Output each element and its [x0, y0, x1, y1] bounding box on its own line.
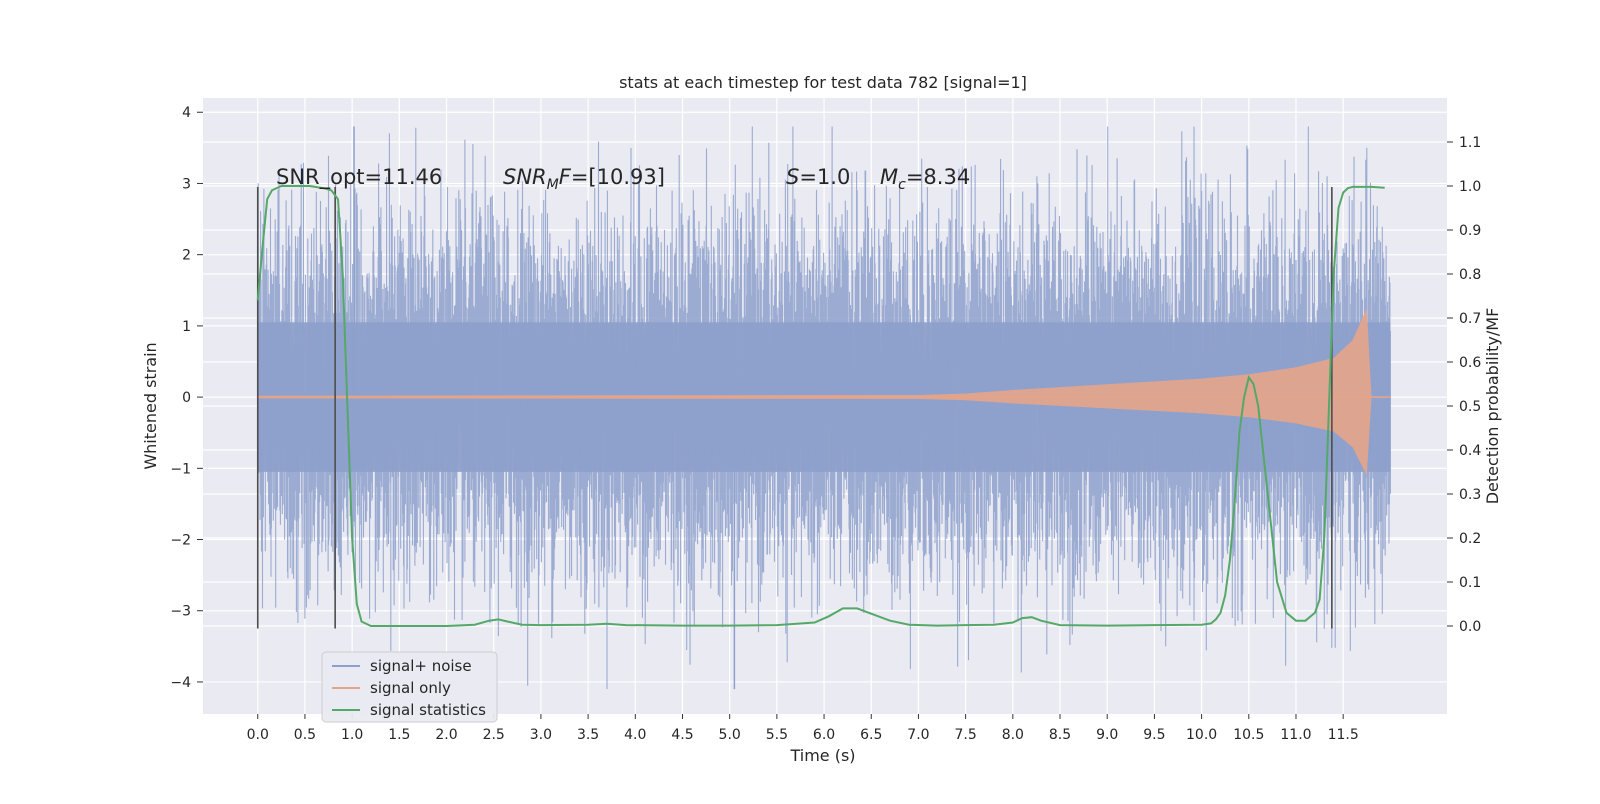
x-tick-label: 9.5	[1143, 727, 1165, 743]
signal-statistics-line	[256, 185, 1385, 627]
legend-box	[321, 651, 498, 723]
y-tick-label: −1	[170, 461, 191, 477]
legend-label: signal statistics	[370, 701, 486, 719]
x-tick-label: 9.0	[1096, 727, 1118, 743]
x-tick-label: 3.0	[530, 727, 552, 743]
x-tick-label: 5.5	[766, 727, 788, 743]
signal-only-envelope	[257, 308, 1391, 476]
x-tick-label: 0.5	[294, 727, 316, 743]
annotation-s: S=1.0	[786, 165, 850, 189]
signal-statistics-series	[256, 185, 1385, 627]
annotation-mc: Mc=8.34	[880, 165, 970, 193]
x-tick-label: 4.0	[624, 727, 646, 743]
y-tick-label: −3	[170, 604, 191, 620]
x-tick-label: 5.0	[719, 727, 741, 743]
y-tick-label: 1	[182, 319, 191, 335]
x-tick-label: 11.5	[1328, 727, 1359, 743]
chart-title: stats at each timestep for test data 782…	[619, 73, 1027, 92]
x-tick-label: 3.5	[577, 727, 599, 743]
y-tick-label: 3	[182, 176, 191, 192]
y-right-tick-label: 0.5	[1459, 399, 1481, 415]
legend-label: signal only	[370, 679, 451, 697]
y-tick-label: 4	[182, 105, 191, 121]
x-axis: 0.0 0.5 1.0 1.5 2.0 2.5 3.0 3.5 4.0 4.5 5.0 5.5 6.0 6…	[247, 714, 1359, 743]
y-right-tick-label: 0.8	[1459, 267, 1481, 283]
x-tick-label: 10.0	[1186, 727, 1217, 743]
x-tick-label: 6.0	[813, 727, 835, 743]
annotation-snr-mf: SNRMF=[10.93]	[503, 165, 665, 193]
y-right-tick-label: 1.1	[1459, 135, 1481, 151]
annotations: SNR_opt=11.46 SNRMF=[10.93] S=1.0 Mc=8.3…	[276, 165, 970, 193]
y-right-tick-label: 0.6	[1459, 355, 1481, 371]
y-axis-left: −4 −3 −2 −1 0 1 2 3 4	[170, 105, 203, 691]
vertical-markers	[256, 187, 1333, 629]
x-tick-label: 6.5	[860, 727, 882, 743]
x-tick-label: 11.0	[1280, 727, 1311, 743]
annotation-snr-opt: SNR_opt=11.46	[276, 165, 442, 190]
y-axis-right: 0.0 0.1 0.2 0.3 0.4 0.5 0.6 0.7 0.8 0.9 1.0 1.1	[1447, 135, 1481, 635]
x-tick-label: 8.5	[1049, 727, 1071, 743]
x-tick-label: 2.5	[483, 727, 505, 743]
signal-only-series	[257, 308, 1391, 476]
y-right-tick-label: 0.0	[1459, 619, 1481, 635]
y-right-tick-label: 0.4	[1459, 443, 1481, 459]
x-tick-label: 10.5	[1233, 727, 1264, 743]
x-tick-label: 1.0	[341, 727, 363, 743]
y-right-tick-label: 0.9	[1459, 223, 1481, 239]
x-tick-label: 7.0	[907, 727, 929, 743]
legend-label: signal+ noise	[370, 657, 472, 675]
legend: signal+ noise signal only signal statistic…	[321, 651, 498, 723]
y-tick-label: −4	[170, 675, 191, 691]
x-tick-label: 1.5	[388, 727, 410, 743]
x-tick-label: 7.5	[955, 727, 977, 743]
y-tick-label: 0	[182, 390, 191, 406]
y-axis-label: Whitened strain	[141, 342, 160, 469]
x-tick-label: 2.0	[435, 727, 457, 743]
y-axis-right-label: Detection probability/MF	[1483, 308, 1502, 505]
x-axis-label: Time (s)	[789, 746, 855, 765]
y-right-tick-label: 0.3	[1459, 487, 1481, 503]
x-tick-label: 4.5	[671, 727, 693, 743]
y-right-tick-label: 0.7	[1459, 311, 1481, 327]
y-tick-label: 2	[182, 248, 191, 264]
y-right-tick-label: 0.2	[1459, 531, 1481, 547]
x-tick-label: 0.0	[247, 727, 269, 743]
y-tick-label: −2	[170, 533, 191, 549]
y-right-tick-label: 1.0	[1459, 179, 1481, 195]
y-right-tick-label: 0.1	[1459, 575, 1481, 591]
x-tick-label: 8.0	[1002, 727, 1024, 743]
